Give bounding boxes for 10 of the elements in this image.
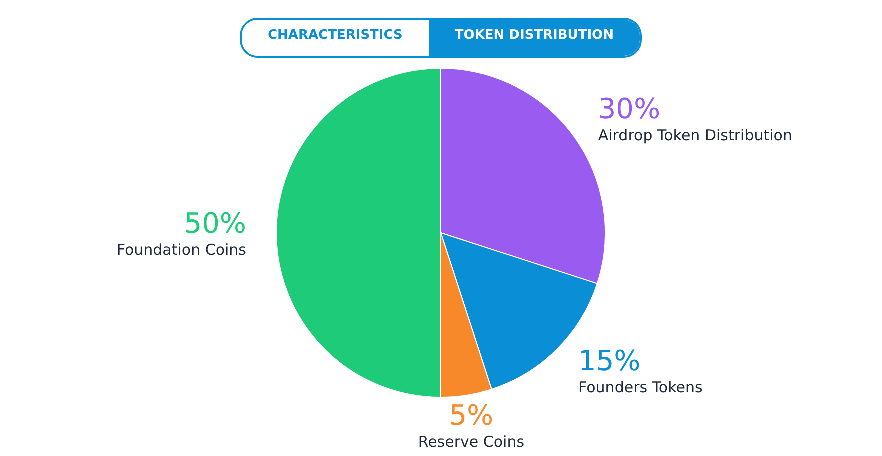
data-label: 30% (598, 92, 661, 126)
slice-label: Airdrop Token Distribution (598, 126, 792, 145)
slice-label: Foundation Coins (116, 241, 247, 259)
slice-label: Reserve Coins (418, 433, 525, 452)
slice-label: Founders Tokens (578, 378, 703, 397)
text: TOKEN DISTRIBUTION (428, 20, 640, 56)
text: CHARACTERISTICS (242, 20, 429, 56)
data-label: 15% (578, 344, 641, 378)
data-label: 5% (449, 399, 494, 432)
data-label: 50% (184, 207, 246, 240)
